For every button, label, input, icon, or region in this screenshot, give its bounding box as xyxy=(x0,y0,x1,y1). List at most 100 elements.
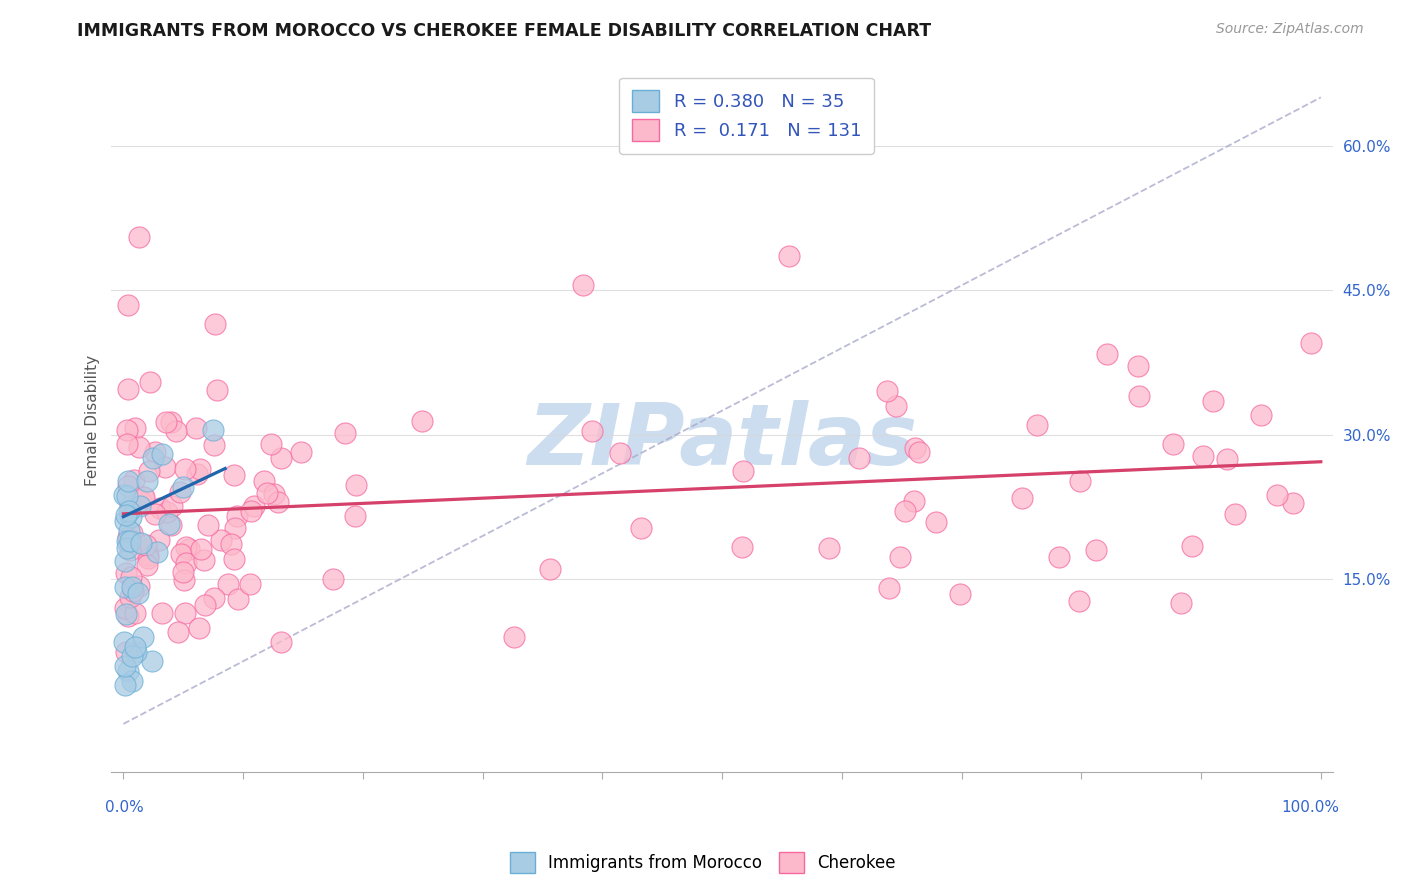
Point xyxy=(115,541,138,555)
Text: ZIPatlas: ZIPatlas xyxy=(527,400,917,483)
Point xyxy=(165,424,187,438)
Point xyxy=(117,530,139,544)
Point xyxy=(149,500,172,515)
Point xyxy=(156,505,179,519)
Point xyxy=(904,441,927,455)
Point xyxy=(141,654,163,668)
Point xyxy=(131,536,153,550)
Point xyxy=(114,600,136,615)
Point xyxy=(1011,491,1033,505)
Point xyxy=(202,438,225,452)
Point xyxy=(112,635,135,649)
Point xyxy=(114,607,136,621)
Point xyxy=(193,598,215,612)
Point xyxy=(115,423,138,437)
Point xyxy=(121,580,143,594)
Point xyxy=(166,625,188,640)
Point xyxy=(174,606,197,620)
Point xyxy=(118,499,141,513)
Point xyxy=(239,576,262,591)
Point xyxy=(253,474,276,488)
Point xyxy=(876,384,898,398)
Point xyxy=(205,383,228,397)
Point xyxy=(120,570,142,584)
Point xyxy=(173,573,195,587)
Point xyxy=(118,543,141,558)
Point xyxy=(1170,596,1192,610)
Point xyxy=(202,591,225,606)
Point xyxy=(132,490,155,504)
Point xyxy=(502,630,524,644)
Point xyxy=(949,586,972,600)
Point xyxy=(136,475,159,489)
Legend: R = 0.380   N = 35, R =  0.171   N = 131: R = 0.380 N = 35, R = 0.171 N = 131 xyxy=(620,78,873,154)
Point xyxy=(270,451,292,466)
Point xyxy=(160,415,183,429)
Point xyxy=(894,504,917,518)
Point xyxy=(136,549,159,563)
Point xyxy=(256,485,278,500)
Point xyxy=(122,584,145,599)
Point xyxy=(173,461,195,475)
Point xyxy=(128,579,150,593)
Point xyxy=(122,473,145,487)
Point xyxy=(139,375,162,389)
Point xyxy=(172,480,194,494)
Point xyxy=(908,445,931,459)
Point xyxy=(117,608,139,623)
Point xyxy=(121,525,143,540)
Point xyxy=(150,606,173,620)
Point xyxy=(124,606,146,620)
Point xyxy=(117,298,139,312)
Point xyxy=(125,534,148,549)
Point xyxy=(1202,393,1225,408)
Point xyxy=(120,509,142,524)
Point xyxy=(160,499,183,513)
Point xyxy=(263,487,285,501)
Point xyxy=(848,451,870,466)
Point xyxy=(157,516,180,531)
Point xyxy=(129,494,152,508)
Point xyxy=(186,467,208,481)
Point xyxy=(889,550,911,565)
Point xyxy=(243,499,266,513)
Point xyxy=(115,645,138,659)
Point xyxy=(1265,488,1288,502)
Point xyxy=(1250,408,1272,422)
Point xyxy=(730,541,752,555)
Point xyxy=(1085,542,1108,557)
Point xyxy=(1191,450,1213,464)
Point xyxy=(172,566,194,580)
Point xyxy=(1282,496,1305,510)
Point xyxy=(226,508,249,523)
Point xyxy=(222,468,245,483)
Y-axis label: Female Disability: Female Disability xyxy=(86,355,100,486)
Point xyxy=(197,518,219,533)
Point xyxy=(1067,594,1090,608)
Point xyxy=(142,450,165,465)
Point xyxy=(170,547,193,561)
Point xyxy=(538,562,561,576)
Point xyxy=(114,566,136,580)
Point xyxy=(117,479,139,493)
Point xyxy=(1047,549,1070,564)
Point xyxy=(267,495,290,509)
Point xyxy=(202,423,225,437)
Text: 0.0%: 0.0% xyxy=(105,800,143,815)
Point xyxy=(322,572,344,586)
Point xyxy=(169,484,191,499)
Point xyxy=(127,586,149,600)
Point xyxy=(879,581,901,595)
Point xyxy=(925,515,948,529)
Point xyxy=(160,518,183,533)
Point xyxy=(118,503,141,517)
Point xyxy=(117,383,139,397)
Point xyxy=(117,474,139,488)
Point xyxy=(150,447,173,461)
Text: 100.0%: 100.0% xyxy=(1281,800,1339,815)
Point xyxy=(817,541,839,555)
Point xyxy=(193,552,215,566)
Text: Source: ZipAtlas.com: Source: ZipAtlas.com xyxy=(1216,22,1364,37)
Point xyxy=(1216,451,1239,466)
Point xyxy=(115,489,138,503)
